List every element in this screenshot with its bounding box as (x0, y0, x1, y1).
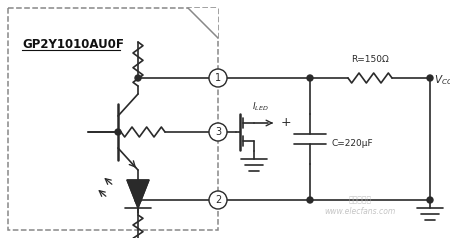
Text: C=220μF: C=220μF (332, 139, 374, 148)
Circle shape (307, 75, 313, 81)
Text: GP2Y1010AU0F: GP2Y1010AU0F (22, 38, 124, 51)
Text: 2: 2 (215, 195, 221, 205)
Circle shape (209, 191, 227, 209)
Text: R=150Ω: R=150Ω (351, 55, 389, 64)
Text: $I_{LED}$: $I_{LED}$ (252, 100, 269, 113)
Polygon shape (127, 180, 149, 208)
Text: 1: 1 (215, 73, 221, 83)
Circle shape (135, 75, 141, 81)
Text: 电子发烧友
www.elecfans.com: 电子发烧友 www.elecfans.com (324, 195, 396, 216)
Bar (8, 8, 218, 230)
Circle shape (135, 197, 141, 203)
Circle shape (427, 197, 433, 203)
Text: +: + (281, 116, 291, 129)
Circle shape (209, 69, 227, 87)
Text: 3: 3 (215, 127, 221, 137)
Circle shape (209, 123, 227, 141)
Polygon shape (188, 8, 218, 38)
Circle shape (427, 75, 433, 81)
Text: $V_{CC}$: $V_{CC}$ (434, 73, 450, 87)
Circle shape (307, 197, 313, 203)
Circle shape (115, 129, 121, 135)
